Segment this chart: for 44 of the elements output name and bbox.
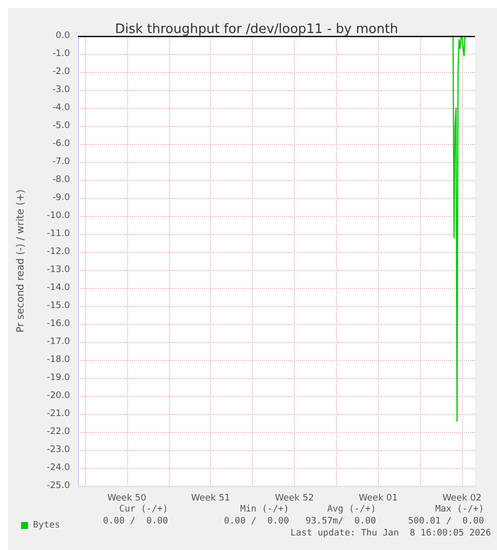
x-tick-label: Week 52 [274, 494, 314, 504]
text: 93.57m/ 0.00 [306, 516, 376, 526]
text: Max (-/+) [435, 504, 484, 514]
y-tick-label: -9.0 [52, 193, 70, 203]
x-tick-label: Week 51 [191, 494, 230, 504]
text: Avg (-/+) [327, 504, 376, 514]
text: 0.00 / 0.00 [102, 516, 168, 526]
y-tick-label: -12.0 [46, 247, 70, 257]
y-tick-label: -1.0 [52, 49, 70, 59]
y-tick-label: -5.0 [52, 121, 70, 131]
y-tick-label: -11.0 [46, 229, 70, 239]
y-tick-label: -6.0 [52, 139, 70, 149]
line-series [451, 35, 466, 422]
text: Last update: Thu Jan 8 16:00:05 2026 [290, 528, 491, 538]
y-tick-label: 0.0 [56, 31, 70, 41]
y-tick-label: -23.0 [46, 445, 70, 455]
y-tick-label: -2.0 [52, 67, 70, 77]
y-tick-label: -17.0 [46, 337, 70, 347]
y-tick-label: -18.0 [46, 355, 70, 365]
text: 0.00 / 0.00 [224, 516, 289, 526]
y-tick-label: -25.0 [46, 481, 70, 491]
y-tick-label: -8.0 [52, 175, 70, 185]
y-tick-label: -7.0 [52, 157, 70, 167]
y-tick-label: -14.0 [46, 283, 70, 293]
y-tick-label: -16.0 [46, 319, 70, 329]
y-tick-label: -24.0 [46, 463, 70, 473]
x-tick-label: Week 01 [358, 494, 398, 504]
y-tick-label: -22.0 [46, 427, 70, 437]
y-axis-title: Pr second read (-) / write (+) [16, 189, 26, 333]
text: 500.01 / 0.00 [408, 516, 484, 526]
chart-title: Disk throughput for /dev/loop11 - by month [114, 22, 398, 37]
y-tick-label: -19.0 [46, 373, 70, 383]
y-tick-label: -15.0 [46, 301, 70, 311]
x-tick-label: Week 02 [442, 494, 482, 504]
y-tick-label: -21.0 [46, 409, 70, 419]
y-tick-label: -3.0 [52, 85, 70, 95]
y-tick-label: -4.0 [52, 103, 70, 113]
y-tick-label: -13.0 [46, 265, 70, 275]
text: Cur (-/+) [119, 504, 168, 514]
x-tick-label: Week 50 [107, 494, 147, 504]
text: Min (-/+) [240, 504, 289, 514]
y-tick-label: -10.0 [46, 211, 70, 221]
legend-label: Bytes [33, 520, 60, 530]
y-tick-label: -20.0 [46, 391, 70, 401]
